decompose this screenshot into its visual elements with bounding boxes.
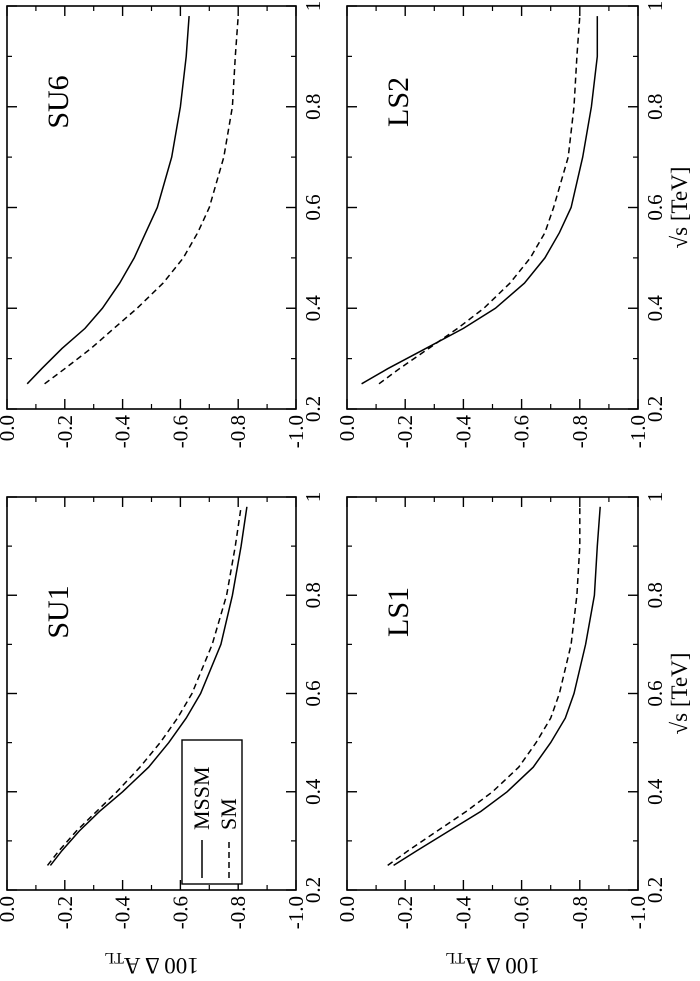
legend: MSSM SM: [181, 739, 243, 885]
x-axis-title: √s [TeV]: [667, 167, 692, 249]
series-line-mssm: [361, 16, 599, 385]
x-tick-label: 0.4: [301, 295, 325, 322]
y-tick-label: 0.0: [335, 896, 359, 922]
y-tick-label: -1.0: [284, 415, 308, 448]
y-tick-label: -0.8: [226, 415, 250, 448]
y-axis-title: 100 Δ ATL: [445, 949, 539, 978]
panel-ls1: 0.0 -0.2 -0.4 -0.6 -0.8 -1.00.2 0.4 0.6 0.8 1 LS1 √…: [335, 492, 692, 978]
panel-su6: 0.0 -0.2 -0.4 -0.6 -0.8 -1.00.2 0.4 0.6 0.8 1 SU6: [0, 1, 325, 449]
x-tick-label: 0.8: [301, 582, 325, 608]
x-tick-label: 0.4: [301, 778, 325, 805]
x-tick-label: 0.2: [301, 396, 325, 422]
x-tick-label: 0.6: [643, 680, 667, 706]
plot-frame: [346, 5, 639, 410]
plot-frame: [346, 496, 639, 891]
legend-label-mssm: MSSM: [189, 766, 214, 830]
y-tick-label: 0.0: [335, 415, 359, 441]
y-tick-label: -0.4: [451, 896, 475, 930]
y-axis-title: 100 Δ ATL: [104, 949, 198, 978]
x-tick-label: 0.8: [301, 94, 325, 120]
x-tick-label: 1: [643, 492, 667, 503]
panel-label: SU6: [42, 75, 75, 128]
y-tick-label: -0.6: [168, 896, 192, 929]
y-tick-label: -0.6: [168, 415, 192, 448]
panel-label: LS2: [382, 77, 415, 127]
y-tick-label: -1.0: [626, 896, 650, 929]
panel-ls2: 0.0 -0.2 -0.4 -0.6 -0.8 -1.00.2 0.4 0.6 0.8 1 LS2 √…: [335, 1, 692, 449]
y-tick-label: -0.2: [393, 415, 417, 448]
plot-frame: [6, 496, 297, 891]
panel-su1: 0.0 -0.2 -0.4 -0.6 -0.8 -1.00.2 0.4 0.6 0.8 1 SU1 1…: [0, 492, 325, 978]
series-line-mssm: [26, 16, 190, 385]
y-tick-label: 0.0: [0, 415, 19, 441]
x-tick-label: 0.4: [643, 778, 667, 805]
x-tick-label: 0.8: [643, 94, 667, 120]
y-tick-label: -1.0: [284, 896, 308, 929]
x-axis-title: √s [TeV]: [667, 653, 692, 735]
series-line-mssm: [393, 506, 601, 867]
y-tick-label: -0.8: [568, 896, 592, 929]
plot-frame: [6, 5, 297, 410]
y-tick-label: -0.2: [393, 896, 417, 929]
series-line-sm: [387, 506, 581, 867]
legend-box: [181, 739, 243, 885]
x-tick-label: 0.6: [643, 194, 667, 220]
x-tick-label: 1: [301, 1, 325, 12]
y-tick-label: -0.4: [111, 896, 135, 930]
y-tick-label: -0.4: [451, 415, 475, 449]
series-line-sm: [378, 16, 581, 385]
x-tick-label: 0.4: [643, 295, 667, 322]
series-line-sm: [46, 506, 242, 866]
x-tick-label: 1: [301, 492, 325, 503]
y-tick-label: -0.6: [510, 415, 534, 448]
x-tick-label: 0.2: [643, 396, 667, 422]
x-tick-label: 1: [643, 1, 667, 12]
x-tick-label: 0.6: [301, 680, 325, 706]
series-line-sm: [44, 16, 239, 385]
legend-label-sm: SM: [216, 798, 241, 830]
x-tick-label: 0.2: [643, 877, 667, 903]
x-tick-label: 0.2: [301, 877, 325, 903]
panel-label: SU1: [42, 585, 75, 638]
y-tick-label: -0.6: [510, 896, 534, 929]
panel-label: LS1: [382, 587, 415, 637]
x-tick-label: 0.8: [643, 582, 667, 608]
y-tick-label: -0.4: [111, 415, 135, 449]
y-tick-label: -0.8: [226, 896, 250, 929]
y-tick-label: 0.0: [0, 896, 19, 922]
x-tick-label: 0.6: [301, 194, 325, 220]
y-tick-label: -1.0: [626, 415, 650, 448]
y-tick-label: -0.2: [53, 896, 77, 929]
y-tick-label: -0.8: [568, 415, 592, 448]
y-tick-label: -0.2: [53, 415, 77, 448]
series-line-mssm: [49, 506, 248, 866]
